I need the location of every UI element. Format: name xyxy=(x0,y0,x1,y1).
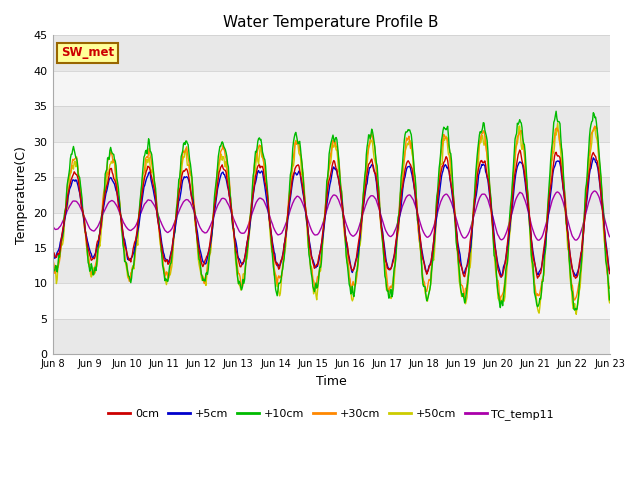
Bar xyxy=(52,319,609,354)
Title: Water Temperature Profile B: Water Temperature Profile B xyxy=(223,15,439,30)
Bar xyxy=(52,283,609,319)
Bar xyxy=(52,248,609,283)
Bar xyxy=(52,177,609,213)
Bar xyxy=(52,213,609,248)
Y-axis label: Temperature(C): Temperature(C) xyxy=(15,146,28,244)
Legend: 0cm, +5cm, +10cm, +30cm, +50cm, TC_temp11: 0cm, +5cm, +10cm, +30cm, +50cm, TC_temp1… xyxy=(104,405,558,424)
Text: SW_met: SW_met xyxy=(61,46,114,59)
Bar xyxy=(52,36,609,71)
Bar xyxy=(52,71,609,106)
X-axis label: Time: Time xyxy=(316,375,346,388)
Bar xyxy=(52,106,609,142)
Bar xyxy=(52,142,609,177)
